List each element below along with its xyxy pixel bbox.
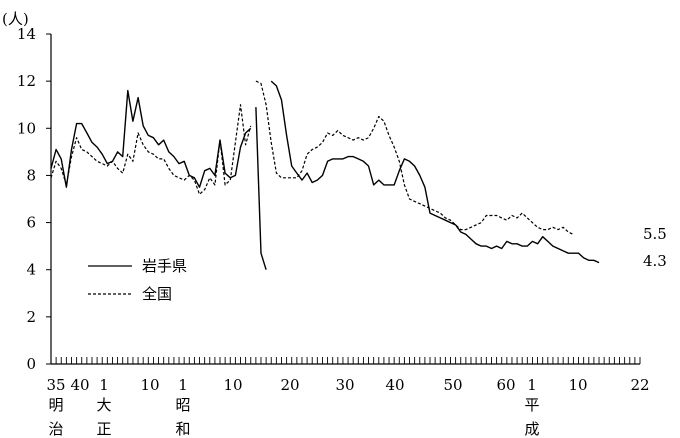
x-tick-label: 20 bbox=[280, 376, 299, 394]
era-label: 明 bbox=[48, 396, 63, 414]
series-iwate-line bbox=[255, 107, 267, 270]
x-tick-label: 40 bbox=[385, 376, 404, 394]
legend-label-iwate: 岩手県 bbox=[142, 257, 187, 275]
x-tick-label: 50 bbox=[443, 376, 462, 394]
x-tick-label: 1 bbox=[527, 376, 537, 394]
x-tick-label: 10 bbox=[568, 376, 587, 394]
x-tick-label: 30 bbox=[335, 376, 354, 394]
series-iwate-line bbox=[50, 89, 252, 188]
y-tick-label: 12 bbox=[17, 72, 36, 90]
era-label: 大 bbox=[96, 396, 111, 414]
era-label: 和 bbox=[175, 420, 190, 438]
series-national-line bbox=[50, 104, 252, 195]
x-tick-label: 40 bbox=[70, 376, 89, 394]
era-label: 平 bbox=[524, 396, 539, 414]
y-tick-label: 8 bbox=[26, 166, 36, 184]
era-label: 昭 bbox=[175, 396, 190, 414]
y-tick-label: 0 bbox=[26, 355, 36, 373]
x-tick-label: 35 bbox=[46, 376, 65, 394]
end-label-iwate: 4.3 bbox=[643, 252, 667, 270]
x-tick-label: 1 bbox=[178, 376, 188, 394]
legend: 岩手県 全国 bbox=[88, 257, 187, 303]
y-tick-label: 14 bbox=[17, 25, 36, 43]
x-tick-label: 10 bbox=[140, 376, 159, 394]
x-tick-label: 10 bbox=[223, 376, 242, 394]
y-axis-unit-label: (人) bbox=[2, 10, 29, 28]
series-iwate-line bbox=[270, 80, 600, 264]
y-axis: 0 2 4 6 8 10 12 14 bbox=[17, 25, 52, 373]
x-tick-label: 1 bbox=[99, 376, 109, 394]
legend-label-national: 全国 bbox=[142, 285, 172, 303]
y-tick-label: 6 bbox=[26, 214, 36, 232]
y-tick-label: 10 bbox=[17, 119, 36, 137]
end-label-national: 5.5 bbox=[643, 225, 667, 243]
series-layer bbox=[50, 80, 600, 270]
series-national-line bbox=[255, 80, 574, 235]
y-tick-label: 4 bbox=[26, 261, 36, 279]
y-tick-label: 2 bbox=[26, 308, 36, 326]
end-labels: 5.5 4.3 bbox=[643, 225, 667, 270]
x-tick-label: 60 bbox=[496, 376, 515, 394]
era-label: 成 bbox=[524, 420, 539, 438]
x-tick-label: 22 bbox=[630, 376, 649, 394]
era-label: 治 bbox=[48, 420, 63, 438]
x-axis: 35 40 1 10 1 10 20 30 40 50 60 1 10 22 明治 大正 昭和 平成 bbox=[46, 357, 650, 438]
era-label: 正 bbox=[96, 420, 111, 438]
